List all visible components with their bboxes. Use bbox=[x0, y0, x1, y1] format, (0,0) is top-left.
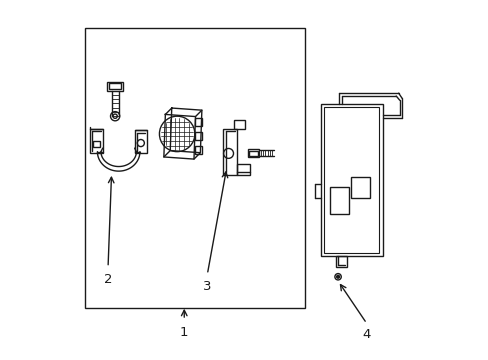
Bar bbox=[93, 141, 100, 147]
Bar bbox=[336, 256, 346, 267]
Bar bbox=[223, 129, 237, 175]
Bar bbox=[320, 104, 382, 256]
Bar bbox=[324, 107, 378, 253]
Text: 1: 1 bbox=[180, 326, 188, 339]
Text: 3: 3 bbox=[203, 280, 211, 293]
Bar bbox=[85, 28, 304, 307]
Bar bbox=[107, 82, 122, 91]
Bar bbox=[109, 83, 121, 89]
Bar bbox=[195, 132, 202, 140]
Circle shape bbox=[336, 275, 339, 278]
Text: 4: 4 bbox=[362, 328, 370, 341]
Text: 2: 2 bbox=[103, 273, 112, 286]
Bar bbox=[350, 177, 369, 198]
Bar bbox=[134, 130, 147, 153]
Bar bbox=[247, 149, 259, 157]
Bar bbox=[233, 120, 244, 129]
Bar bbox=[195, 146, 202, 154]
Bar bbox=[237, 164, 249, 175]
Bar bbox=[195, 118, 202, 126]
Bar bbox=[249, 150, 258, 156]
Bar bbox=[329, 187, 348, 213]
Bar bbox=[90, 129, 102, 153]
